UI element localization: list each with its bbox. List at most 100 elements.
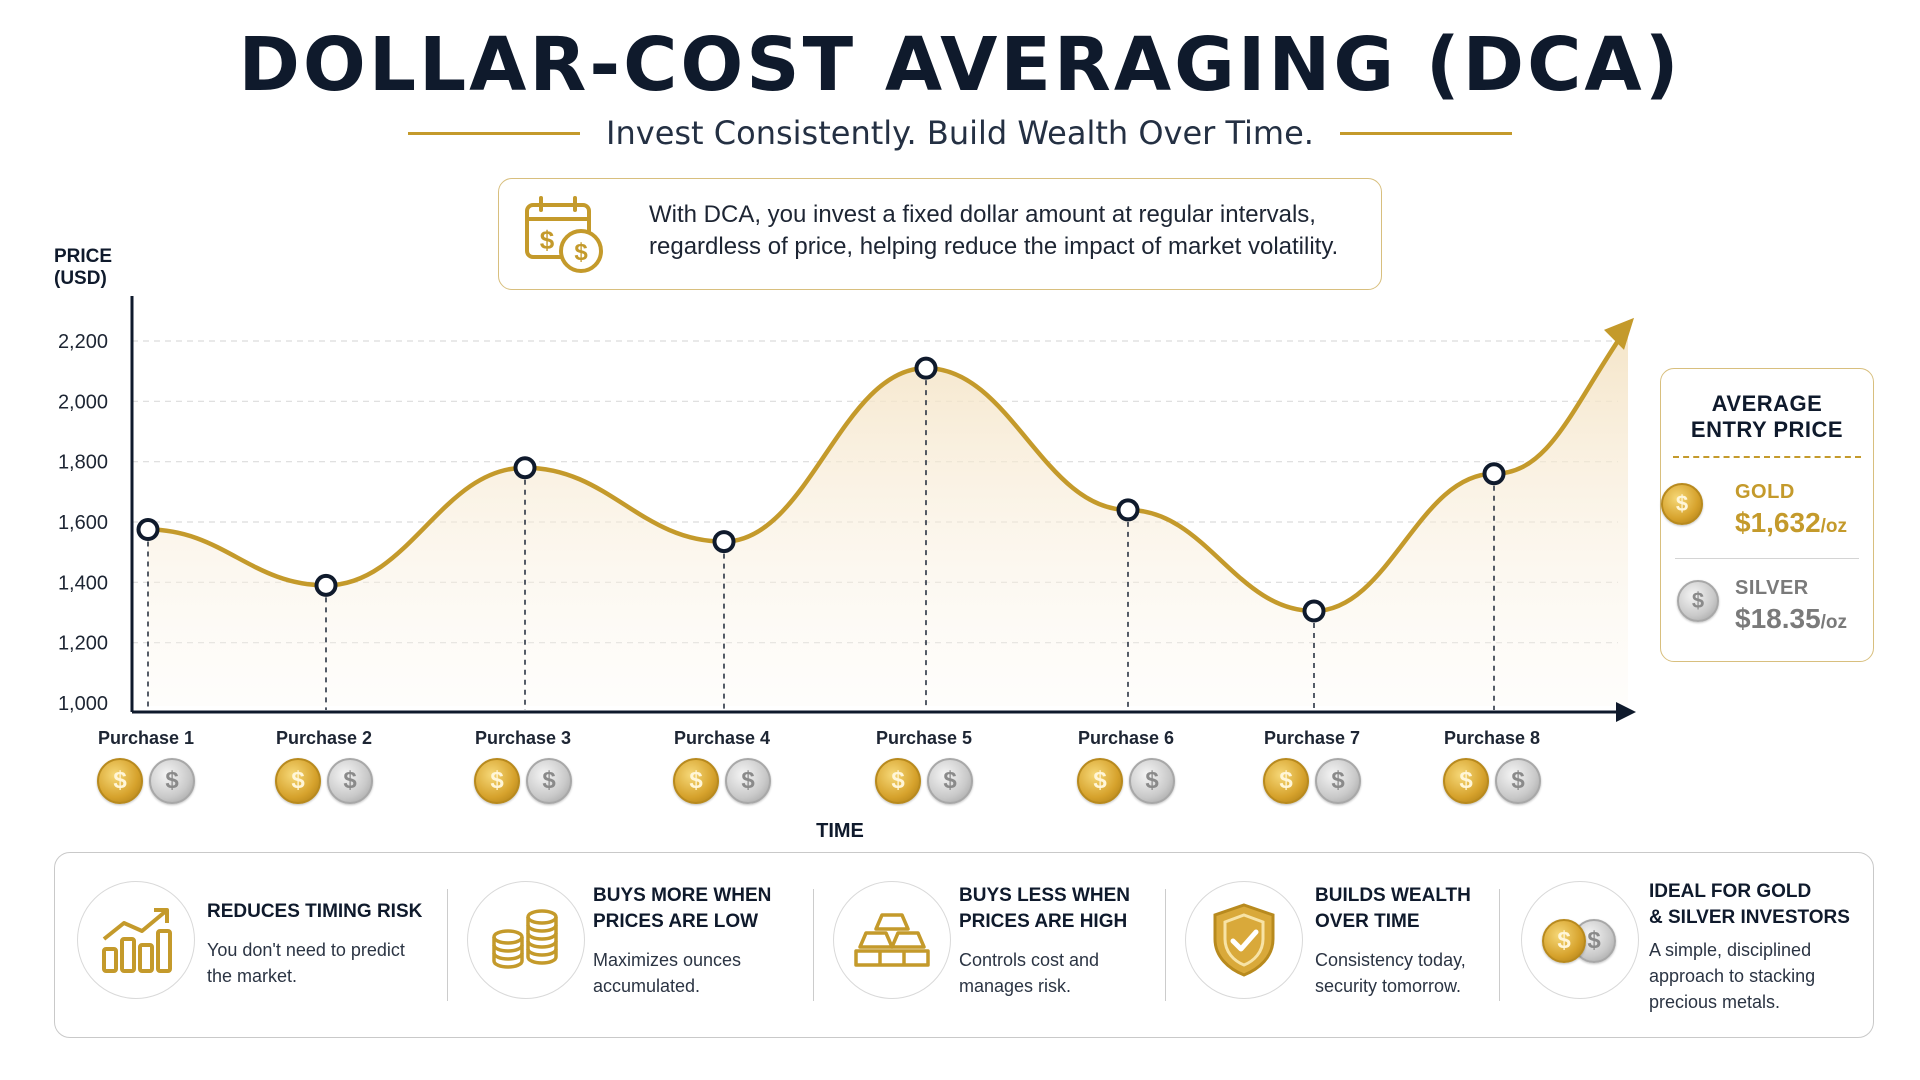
benefit-title-line1: BUYS MORE WHEN xyxy=(593,885,772,906)
benefit-title: BUYS LESS WHEN PRICES ARE HIGH xyxy=(959,883,1169,935)
benefit-title-line2: & SILVER INVESTORS xyxy=(1649,907,1850,928)
dashed-divider xyxy=(1673,456,1861,458)
average-title-line2: ENTRY PRICE xyxy=(1690,417,1844,442)
svg-text:$: $ xyxy=(574,239,588,266)
gold-label: GOLD xyxy=(1735,481,1795,503)
info-text: With DCA, you invest a fixed dollar amou… xyxy=(649,201,1339,260)
benefit-title: BUYS MORE WHEN PRICES ARE LOW xyxy=(593,883,813,935)
benefit-desc-line2: accumulated. xyxy=(593,976,701,996)
average-title: AVERAGE ENTRY PRICE xyxy=(1661,391,1873,443)
gold-price-unit: /oz xyxy=(1820,516,1848,537)
benefit-desc: You don't need to predict the market. xyxy=(207,937,437,989)
data-point xyxy=(1482,462,1506,486)
gold-coin-icon: $ xyxy=(673,758,719,804)
benefit-title-line1: BUYS LESS WHEN xyxy=(959,885,1131,906)
benefit-desc: Consistency today, security tomorrow. xyxy=(1315,947,1535,999)
silver-price-value: $18.35 xyxy=(1735,603,1821,634)
x-axis-arrowhead xyxy=(1616,702,1636,722)
svg-text:$: $ xyxy=(540,225,555,255)
silver-price-unit: /oz xyxy=(1820,612,1848,633)
gold-silver-coins-icon: $ $ xyxy=(1538,917,1622,963)
benefit-desc: A simple, disciplined approach to stacki… xyxy=(1649,937,1869,1015)
subtitle: Invest Consistently. Build Wealth Over T… xyxy=(606,114,1314,152)
data-point xyxy=(914,356,938,380)
benefit-title-line2: OVER TIME xyxy=(1315,911,1420,932)
benefit-title-line1: BUILDS WEALTH xyxy=(1315,885,1471,906)
y-tick-label: 1,800 xyxy=(58,452,108,474)
page-title: DOLLAR-COST AVERAGING (DCA) xyxy=(238,22,1682,108)
data-point xyxy=(712,530,736,554)
purchase-coins: $ $ xyxy=(875,758,975,806)
info-box: $ $ With DCA, you invest a fixed dollar … xyxy=(498,178,1382,290)
gold-coin-icon: $ xyxy=(1077,758,1123,804)
data-point xyxy=(1116,498,1140,522)
average-title-line1: AVERAGE xyxy=(1711,391,1823,416)
purchase-coins: $ $ xyxy=(673,758,773,806)
data-point xyxy=(513,456,537,480)
benefit-buys-more-low: BUYS MORE WHEN PRICES ARE LOW Maximizes … xyxy=(447,853,813,1037)
silver-coin-icon: $ xyxy=(327,758,373,804)
y-axis-label: PRICE (USD) xyxy=(54,246,113,289)
gold-coin-icon: $ xyxy=(1443,758,1489,804)
benefit-title: IDEAL FOR GOLD & SILVER INVESTORS xyxy=(1649,879,1869,931)
benefit-title-line1: IDEAL FOR GOLD xyxy=(1649,881,1812,902)
silver-coin-icon: $ xyxy=(1495,758,1541,804)
gold-price-value: $1,632 xyxy=(1735,507,1821,538)
purchase-coins: $ $ xyxy=(275,758,375,806)
silver-coin-icon: $ xyxy=(526,758,572,804)
subtitle-rule-left xyxy=(408,131,581,135)
y-tick-label: 2,000 xyxy=(58,391,108,413)
silver-coin-icon: $ xyxy=(149,758,195,804)
silver-coin-icon: $ xyxy=(725,758,771,804)
y-tick-label: 2,200 xyxy=(58,331,108,353)
gold-bars-icon xyxy=(854,913,930,967)
average-entry-price-card: AVERAGE ENTRY PRICE $ GOLD $1,632/oz $ S… xyxy=(1660,368,1874,662)
benefits-panel: REDUCES TIMING RISK You don't need to pr… xyxy=(54,852,1874,1038)
silver-coin-icon: $ xyxy=(1677,580,1719,622)
area-fill xyxy=(148,325,1628,706)
shield-check-icon xyxy=(1213,903,1275,977)
benefit-desc-line1: A simple, disciplined xyxy=(1649,940,1812,960)
gold-coin-icon: $ xyxy=(1263,758,1309,804)
silver-coin-icon: $ xyxy=(927,758,973,804)
x-tick-label: Purchase 5 xyxy=(875,728,973,748)
trend-arrowhead xyxy=(1604,317,1634,350)
purchase-coins: $ $ xyxy=(1443,758,1543,806)
benefit-title-line2: PRICES ARE HIGH xyxy=(959,911,1128,932)
x-tick-label: Purchase 2 xyxy=(275,728,373,748)
purchase-coins: $ $ xyxy=(1077,758,1177,806)
x-tick-label: Purchase 1 xyxy=(97,728,195,748)
benefit-icon-circle xyxy=(467,881,585,999)
benefit-desc-line2: approach to stacking xyxy=(1649,966,1816,986)
gold-price: $1,632/oz xyxy=(1735,507,1847,539)
data-point xyxy=(136,518,160,542)
benefit-divider xyxy=(1165,889,1166,1001)
x-tick-label: Purchase 7 xyxy=(1263,728,1361,748)
purchase-coins: $ $ xyxy=(97,758,197,806)
silver-coin-icon: $ xyxy=(1315,758,1361,804)
calendar-dollar-icon: $ $ xyxy=(525,196,603,273)
benefit-builds-wealth: BUILDS WEALTH OVER TIME Consistency toda… xyxy=(1165,853,1553,1037)
benefit-ideal-investors: $ $ IDEAL FOR GOLD & SILVER INVESTORS A … xyxy=(1499,853,1873,1037)
x-axis-label: TIME xyxy=(816,820,864,842)
benefit-icon-circle xyxy=(833,881,951,999)
benefit-desc-line3: precious metals. xyxy=(1649,992,1781,1012)
benefit-icon-circle: $ $ xyxy=(1521,881,1639,999)
coin-stacks-icon xyxy=(492,909,558,969)
gold-coin-icon: $ xyxy=(97,758,143,804)
x-tick-label: Purchase 4 xyxy=(673,728,771,748)
benefit-reduces-timing-risk: REDUCES TIMING RISK You don't need to pr… xyxy=(55,853,435,1037)
x-tick-label: Purchase 6 xyxy=(1077,728,1175,748)
data-point xyxy=(1302,599,1326,623)
gold-coin-icon: $ xyxy=(875,758,921,804)
benefit-title-line2: PRICES ARE LOW xyxy=(593,911,759,932)
benefit-icon-circle xyxy=(77,881,195,999)
y-tick-label: 1,400 xyxy=(58,572,108,594)
benefit-desc-line2: manages risk. xyxy=(959,976,1072,996)
data-point xyxy=(314,573,338,597)
subtitle-row: Invest Consistently. Build Wealth Over T… xyxy=(0,108,1920,158)
y-tick-label: 1,600 xyxy=(58,512,108,534)
benefit-desc-line1: You don't need to predict xyxy=(207,940,405,960)
gold-coin-icon: $ xyxy=(275,758,321,804)
metal-separator xyxy=(1675,558,1859,559)
